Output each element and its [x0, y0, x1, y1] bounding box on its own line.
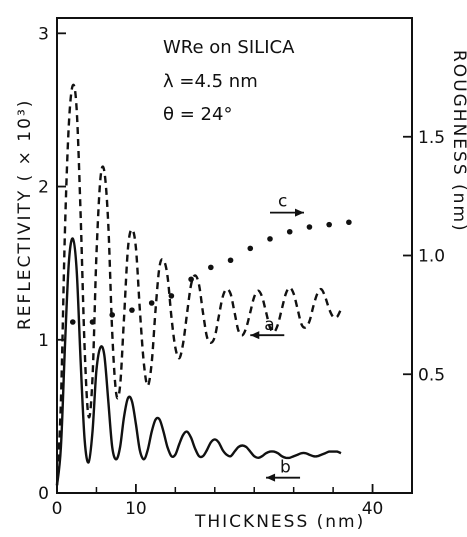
annotation-wavelength: λ =4.5 nm [163, 71, 258, 92]
series-c-point-6 [188, 276, 194, 283]
y-left-tick-label-1: 1 [38, 331, 49, 351]
y-right-tick-label-1: 1.0 [418, 247, 445, 267]
annotation-angle: θ = 24° [163, 104, 232, 125]
curve-label-c: c [278, 192, 287, 212]
curve-labels: a b c [250, 192, 304, 482]
curve-label-c-arrow-head [295, 208, 304, 217]
roughness-markers [69, 219, 352, 325]
series-b-line [55, 237, 342, 486]
x-tick-label-0: 0 [52, 499, 63, 519]
x-tick-label-2: 40 [362, 499, 384, 519]
annotation-material: WRe on SILICA [163, 37, 295, 58]
y-right-axis-title: ROUGHNESS (nm) [449, 50, 467, 233]
y-left-tick-label-0: 0 [38, 484, 49, 504]
ticks-layer: 0 10 40 0 1 2 3 0.5 1.0 1.5 [38, 24, 445, 519]
series-c-point-7 [208, 264, 214, 271]
series-c-point-14 [346, 219, 352, 226]
y-left-tick-label-3: 3 [38, 24, 49, 44]
series-c-point-2 [109, 312, 116, 318]
curves-layer [55, 83, 343, 486]
curve-label-b: b [280, 458, 291, 478]
x-tick-label-1: 10 [125, 499, 147, 519]
series-c-point-12 [306, 224, 313, 230]
y-right-tick-label-2: 1.5 [418, 128, 445, 148]
curve-label-a: a [264, 315, 274, 335]
series-c-point-0 [69, 319, 76, 325]
x-axis-title: THICKNESS (nm) [194, 512, 365, 532]
series-c-point-3 [129, 307, 135, 313]
series-c-point-8 [227, 257, 234, 264]
series-c-point-11 [286, 228, 293, 235]
series-c-point-4 [148, 300, 155, 306]
series-c-point-1 [89, 319, 96, 325]
y-left-tick-label-2: 2 [38, 178, 49, 198]
y-left-axis-title: REFLECTIVITY ( × 10³) [15, 99, 35, 330]
series-c-point-10 [267, 236, 273, 242]
series-c-point-13 [326, 221, 332, 228]
series-c-point-9 [247, 245, 254, 252]
curve-label-a-arrow-head [250, 331, 260, 340]
y-right-tick-label-0: 0.5 [418, 365, 445, 385]
series-a-line [55, 83, 343, 486]
series-c-point-5 [168, 293, 175, 299]
curve-label-b-arrow-head [266, 473, 276, 482]
